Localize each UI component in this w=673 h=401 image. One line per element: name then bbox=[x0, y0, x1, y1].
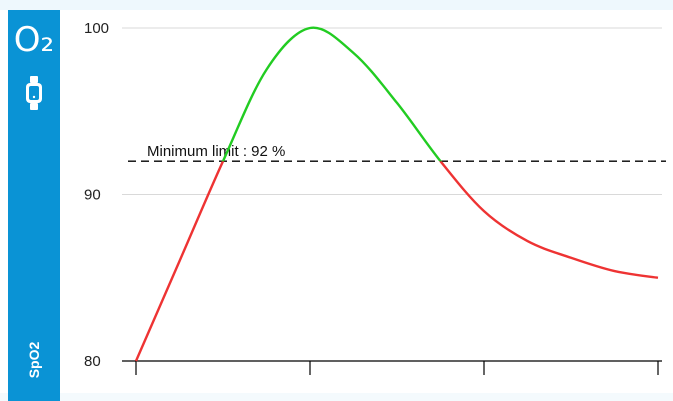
bottom-strip bbox=[0, 393, 673, 401]
grid-layer bbox=[122, 27, 662, 195]
y-tick-label: 100 bbox=[84, 20, 109, 37]
series-line-above-limit bbox=[221, 26, 443, 162]
spo2-sidebar: O₂ SpO2 bbox=[8, 10, 60, 401]
threshold-layer: Minimum limit : 92 % bbox=[128, 143, 666, 162]
threshold-label: Minimum limit : 92 % bbox=[147, 143, 285, 160]
o2-icon: O₂ bbox=[13, 20, 55, 60]
smartwatch-icon bbox=[26, 76, 42, 110]
x-axis bbox=[122, 360, 662, 375]
y-tick-label: 80 bbox=[84, 353, 101, 370]
series-layer bbox=[134, 26, 659, 362]
y-tick-labels: 80 90 100 bbox=[84, 20, 109, 370]
series-line-below-limit bbox=[134, 161, 659, 362]
top-strip bbox=[0, 0, 673, 10]
y-tick-label: 90 bbox=[84, 187, 101, 204]
